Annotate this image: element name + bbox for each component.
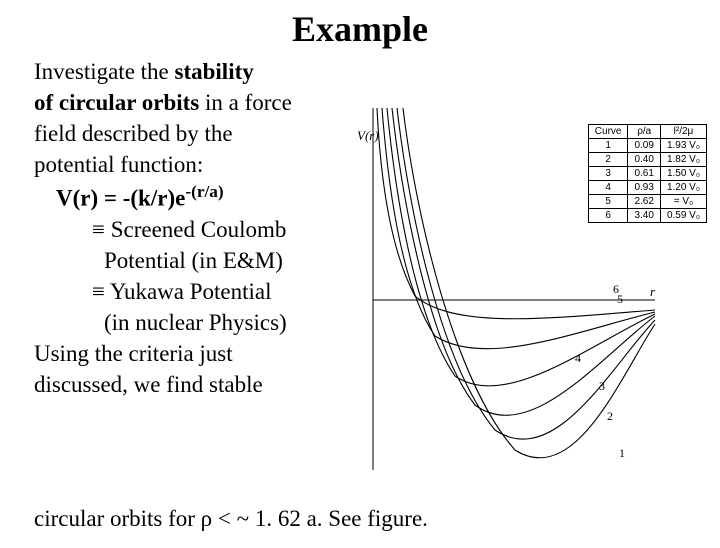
table-cell: 1.50 V₀ — [660, 167, 706, 181]
table-row: 40.931.20 V₀ — [588, 181, 706, 195]
table-cell: 0.59 V₀ — [660, 209, 706, 223]
table-header: l²/2μ — [660, 125, 706, 139]
table-header: ρ/a — [628, 125, 660, 139]
curve-label: 1 — [619, 446, 625, 460]
curve-label: 2 — [607, 409, 613, 423]
table-row: 30.611.50 V₀ — [588, 167, 706, 181]
table-cell: 2.62 — [628, 195, 660, 209]
curve-label: 4 — [575, 351, 581, 365]
line-8: ≡ Yukawa Potential — [34, 276, 354, 307]
table-cell: 0.40 — [628, 153, 660, 167]
txt: Screened Coulomb — [111, 217, 287, 242]
table-header: Curve — [588, 125, 628, 139]
table-cell: 3.40 — [628, 209, 660, 223]
table-cell: = V₀ — [660, 195, 706, 209]
txt: Investigate the — [34, 59, 175, 84]
txt: V(r) = -(k/r)e — [56, 186, 185, 211]
line-4: potential function: — [34, 149, 354, 180]
txt: in a force — [199, 90, 292, 115]
table-cell: 1.20 V₀ — [660, 181, 706, 195]
curve-label: 3 — [599, 379, 605, 393]
axis-label-y: V(r) — [357, 128, 379, 143]
txt: Yukawa Potential — [110, 279, 272, 304]
parameters-table: Curveρ/al²/2μ 10.091.93 V₀20.401.82 V₀30… — [588, 124, 707, 223]
table-cell: 6 — [588, 209, 628, 223]
table-cell: 0.61 — [628, 167, 660, 181]
line-7: Potential (in E&M) — [34, 245, 354, 276]
page-title: Example — [0, 8, 720, 50]
line-5: V(r) = -(k/r)e-(r/a) — [34, 180, 354, 214]
table-row: 10.091.93 V₀ — [588, 139, 706, 153]
table-cell: 3 — [588, 167, 628, 181]
line-3: field described by the — [34, 118, 354, 149]
line-2: of circular orbits in a force — [34, 87, 354, 118]
table-cell: 1 — [588, 139, 628, 153]
line-6: ≡ Screened Coulomb — [34, 214, 354, 245]
axis-label-x: r — [650, 284, 656, 299]
table-cell: 4 — [588, 181, 628, 195]
bullet-icon: ≡ — [92, 279, 105, 304]
line-11: discussed, we find stable — [34, 369, 354, 400]
table-cell: 5 — [588, 195, 628, 209]
bullet-icon: ≡ — [92, 217, 105, 242]
line-9: (in nuclear Physics) — [34, 307, 354, 338]
table-cell: 0.09 — [628, 139, 660, 153]
curve-label: 5 — [617, 292, 623, 306]
table-cell: 2 — [588, 153, 628, 167]
table-row: 63.400.59 V₀ — [588, 209, 706, 223]
txt-bold: of circular orbits — [34, 90, 199, 115]
table-row: 20.401.82 V₀ — [588, 153, 706, 167]
text-column: Investigate the stability of circular or… — [0, 56, 354, 400]
figure-area: V(r) r 654321 Curveρ/al²/2μ 10.091.93 V₀… — [355, 100, 705, 480]
line-1: Investigate the stability — [34, 56, 354, 87]
table-cell: 1.93 V₀ — [660, 139, 706, 153]
txt-sup: -(r/a) — [185, 182, 223, 201]
table-cell: 1.82 V₀ — [660, 153, 706, 167]
txt-bold: stability — [175, 59, 254, 84]
table-row: 52.62= V₀ — [588, 195, 706, 209]
table-cell: 0.93 — [628, 181, 660, 195]
line-12: circular orbits for ρ < ~ 1. 62 a. See f… — [34, 506, 694, 532]
line-10: Using the criteria just — [34, 338, 354, 369]
